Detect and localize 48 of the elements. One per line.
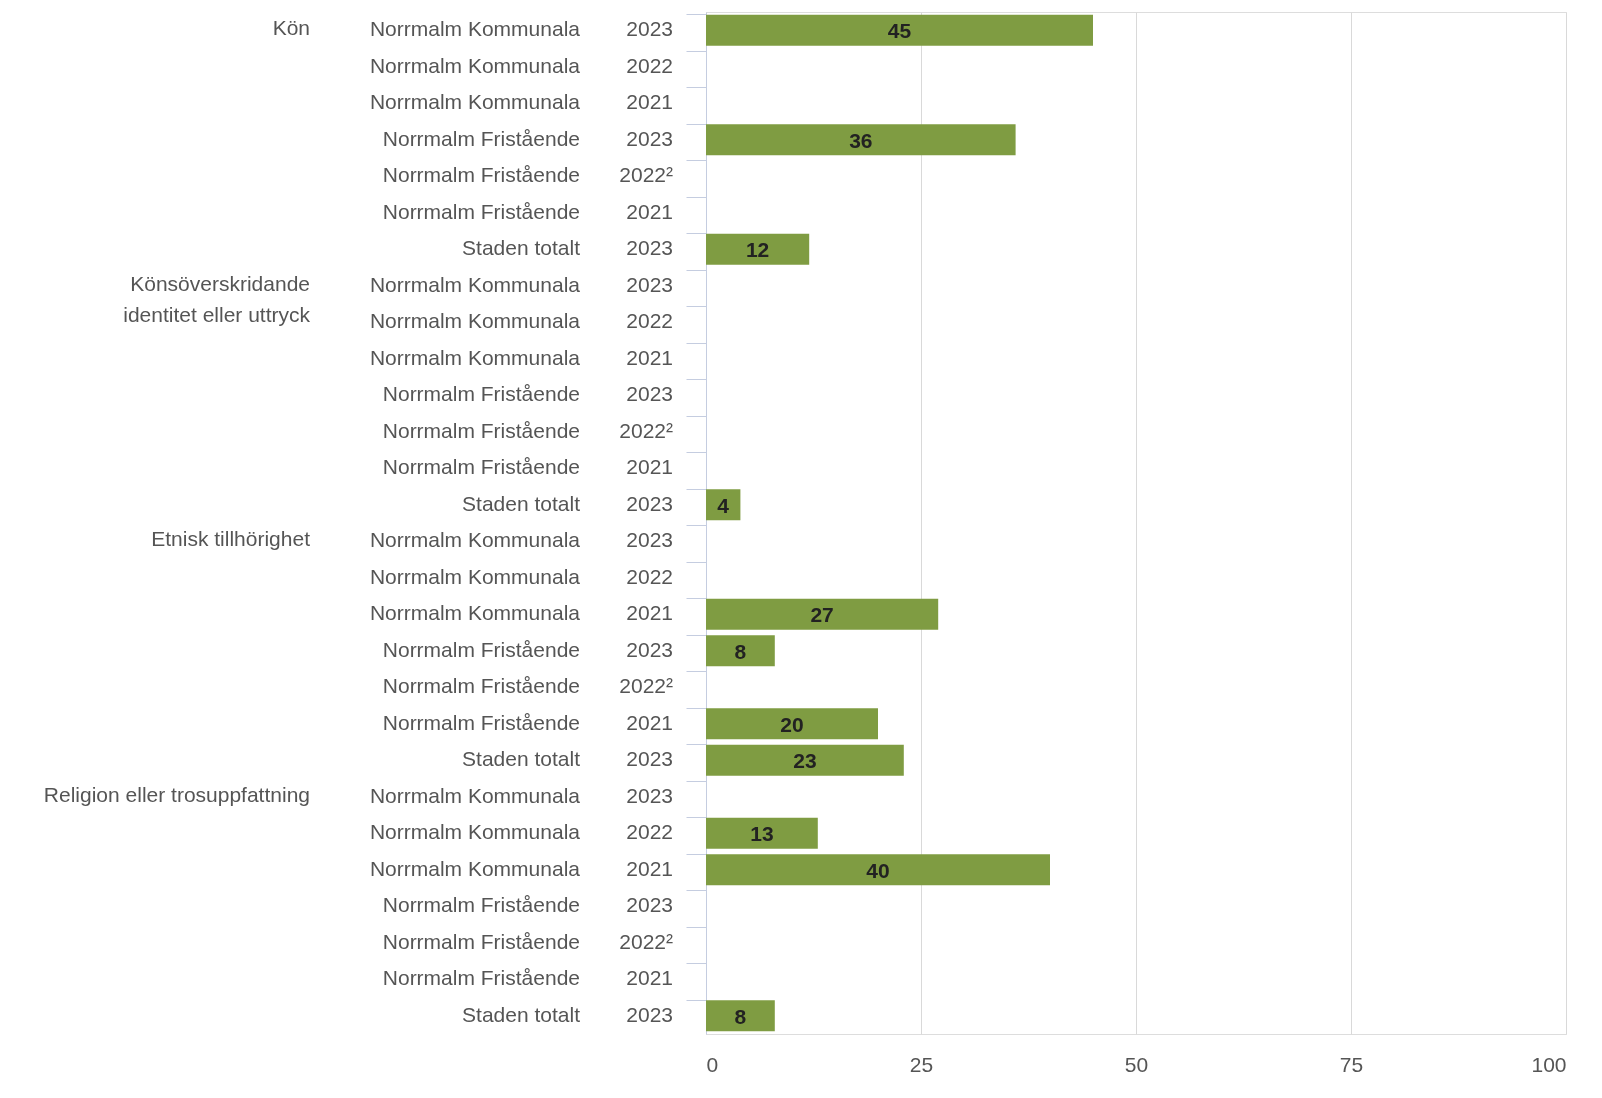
x-tick-label: 25 bbox=[909, 1052, 934, 1076]
category-label: Staden totalt 2023 bbox=[462, 236, 673, 260]
x-tick-label: 0 bbox=[706, 1052, 719, 1076]
category-label: Norrmalm Kommunala 2022 bbox=[369, 53, 673, 77]
category-label: Norrmalm Fristående 2022² bbox=[382, 674, 673, 698]
category-label: Norrmalm Kommunala 2022 bbox=[369, 564, 673, 588]
category-label: Staden totalt 2023 bbox=[462, 491, 673, 515]
data-label: 23 bbox=[793, 749, 817, 773]
category-label: Norrmalm Fristående 2021 bbox=[382, 199, 673, 223]
category-label: Norrmalm Kommunala 2021 bbox=[369, 601, 673, 625]
category-label: Norrmalm Fristående 2022² bbox=[382, 163, 673, 187]
data-label: 8 bbox=[734, 639, 747, 663]
category-label: Norrmalm Kommunala 2023 bbox=[369, 272, 673, 296]
category-label: Staden totalt 2023 bbox=[462, 1002, 673, 1026]
x-tick-label: 50 bbox=[1124, 1052, 1149, 1076]
category-label: Norrmalm Fristående 2021 bbox=[382, 710, 673, 734]
text: Kön bbox=[272, 16, 310, 40]
category-label: Norrmalm Kommunala 2023 bbox=[369, 528, 673, 552]
data-label: 4 bbox=[717, 493, 730, 517]
category-label: Norrmalm Kommunala 2021 bbox=[369, 856, 673, 880]
category-label: Norrmalm Kommunala 2023 bbox=[369, 783, 673, 807]
category-label: Norrmalm Kommunala 2021 bbox=[369, 90, 673, 114]
category-label: Norrmalm Kommunala 2022 bbox=[369, 309, 673, 333]
text: Etnisk tillhörighet bbox=[151, 527, 311, 551]
category-label: Norrmalm Fristående 2023 bbox=[382, 893, 673, 917]
category-label: Norrmalm Kommunala 2022 bbox=[369, 820, 673, 844]
data-label: 13 bbox=[750, 822, 774, 846]
category-label: Norrmalm Fristående 2021 bbox=[382, 966, 673, 990]
category-label: Norrmalm Kommunala 2021 bbox=[369, 345, 673, 369]
data-label: 36 bbox=[849, 128, 873, 152]
category-label: Norrmalm Fristående 2023 bbox=[382, 126, 673, 150]
category-label: Norrmalm Fristående 2023 bbox=[382, 637, 673, 661]
category-label: Norrmalm Fristående 2021 bbox=[382, 455, 673, 479]
data-label: 45 bbox=[887, 19, 912, 43]
data-label: 8 bbox=[734, 1004, 747, 1028]
category-label: Staden totalt 2023 bbox=[462, 747, 673, 771]
x-tick-label: 75 bbox=[1339, 1052, 1364, 1076]
text: Könsöverskridande identitet eller uttryck bbox=[123, 271, 311, 326]
category-label: Norrmalm Fristående 2022² bbox=[382, 929, 673, 953]
data-label: 27 bbox=[810, 603, 834, 627]
data-label: 20 bbox=[780, 712, 804, 736]
data-label: 12 bbox=[745, 238, 770, 262]
data-label: 40 bbox=[866, 858, 890, 882]
category-label: Norrmalm Kommunala 2023 bbox=[369, 17, 673, 41]
x-tick-label: 100 bbox=[1531, 1052, 1567, 1076]
category-label: Norrmalm Fristående 2023 bbox=[382, 382, 673, 406]
text: Religion eller trosuppfattning bbox=[43, 782, 310, 806]
category-label: Norrmalm Fristående 2022² bbox=[382, 418, 673, 442]
